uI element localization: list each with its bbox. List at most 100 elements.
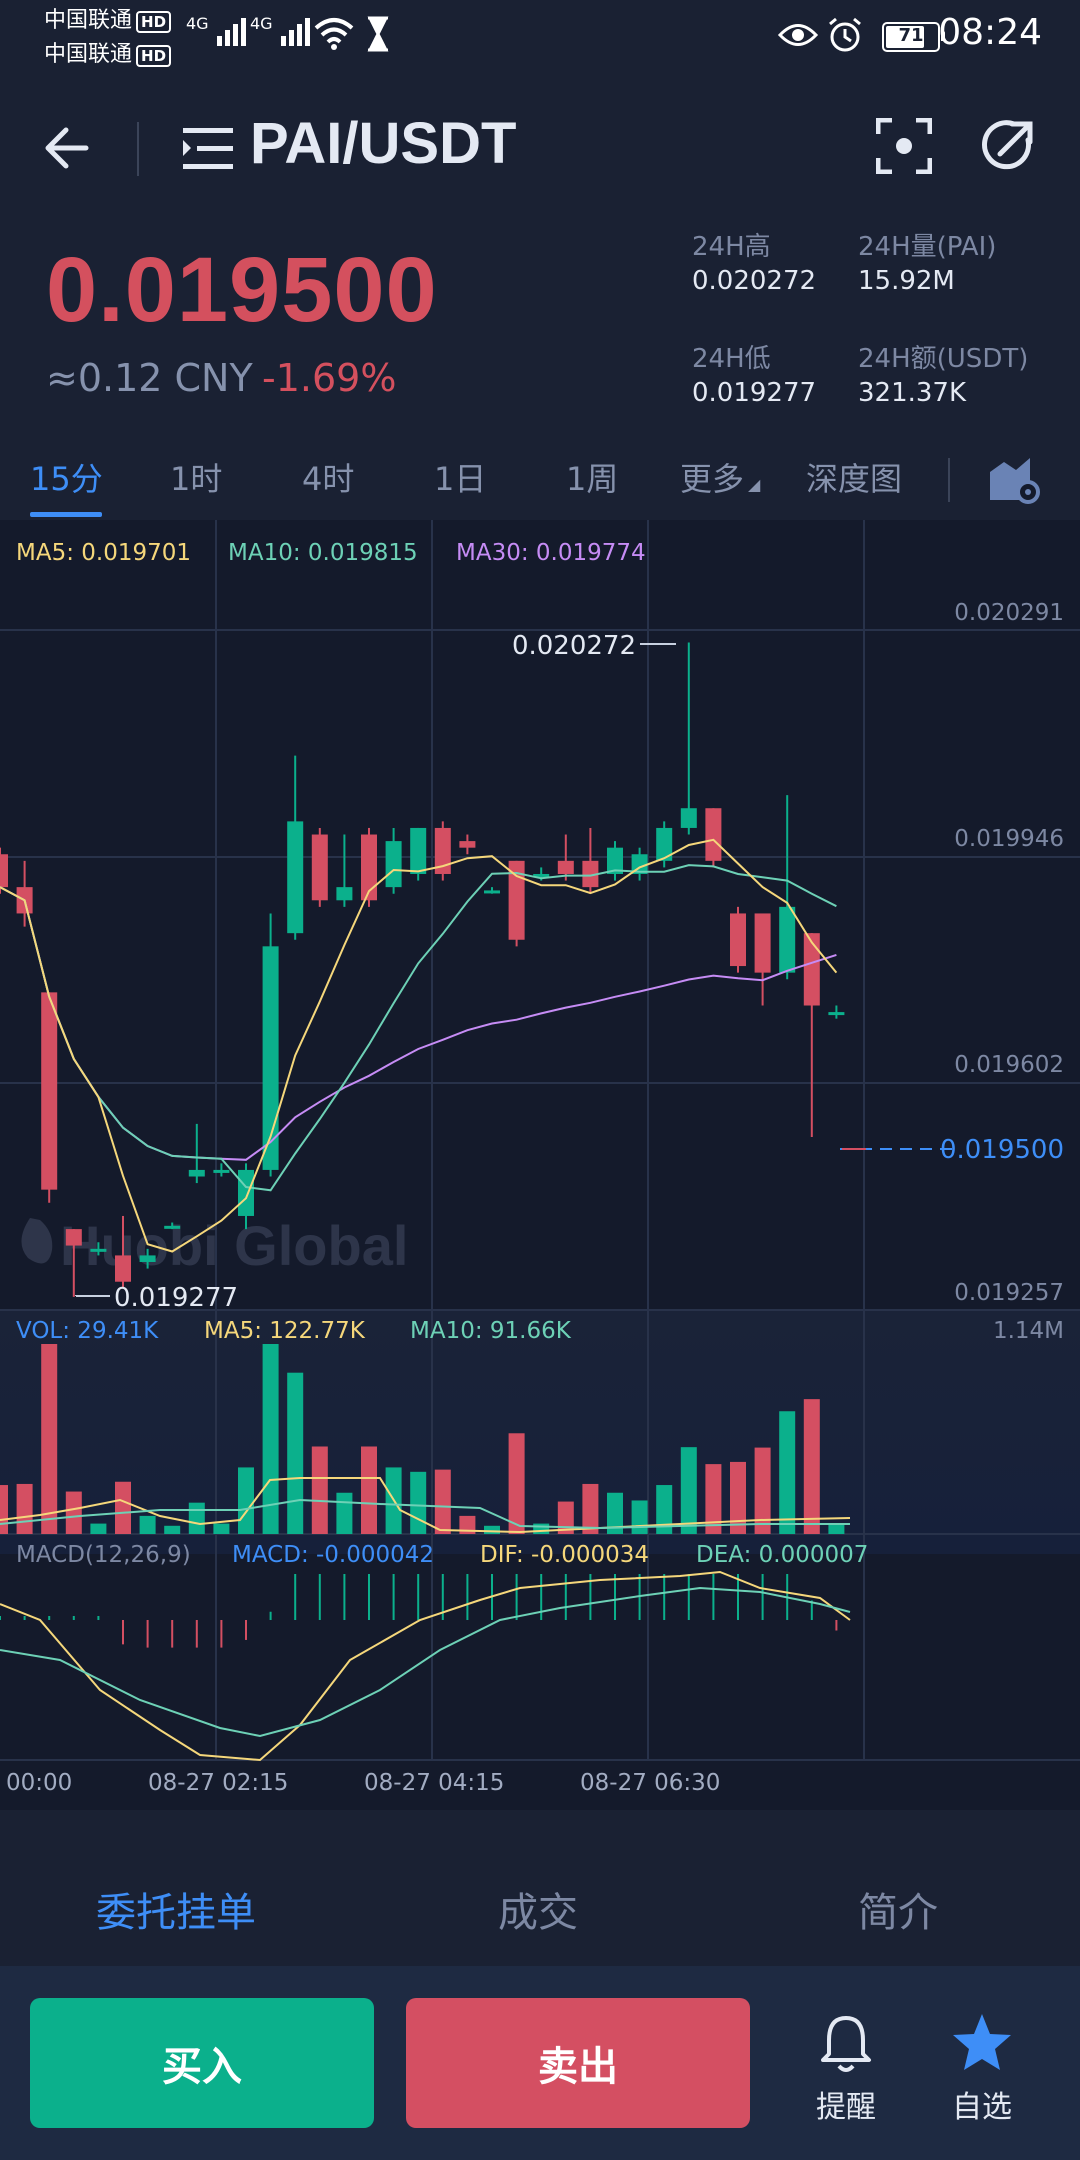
volume-bar (65, 1491, 82, 1534)
bell-icon (821, 2016, 871, 2072)
current-price-line: 0.019500 (840, 1135, 1064, 1165)
volume-bar (238, 1467, 254, 1534)
signal-2: 4G (250, 14, 313, 48)
candle-body (139, 1255, 156, 1262)
volume-bar (164, 1525, 181, 1534)
sell-button[interactable]: 卖出 (406, 1998, 750, 2128)
dea-line (0, 1586, 851, 1738)
volume-bar (336, 1492, 353, 1534)
tab-1d[interactable]: 1日 (434, 460, 487, 498)
volume-bar (779, 1411, 796, 1534)
ma10-line (0, 864, 837, 1192)
price-axis-label: 0.020291 (954, 600, 1064, 626)
tab-more[interactable]: 更多 ◢ (680, 460, 761, 498)
volume-bar (41, 1344, 58, 1534)
tab-intro[interactable]: 简介 (858, 1890, 938, 1936)
share-icon[interactable] (978, 116, 1038, 176)
tab-depth[interactable]: 深度图 (806, 460, 903, 498)
volume-bar (754, 1447, 771, 1534)
hd-badge: HD (136, 45, 172, 67)
candle-body (557, 860, 574, 874)
tab-1h[interactable]: 1时 (170, 460, 223, 498)
ma30-line (0, 886, 837, 1161)
candle-body (705, 808, 722, 861)
ma10-label: MA10: 0.019815 (228, 540, 418, 566)
volume-bar (705, 1464, 722, 1534)
candle-body (656, 827, 673, 861)
candle-body (582, 860, 599, 888)
volume-bar (213, 1523, 230, 1534)
time-axis-label: 08-27 06:30 (580, 1770, 720, 1796)
volume-bar (16, 1483, 33, 1534)
candle-body (533, 873, 550, 877)
wifi-icon (314, 18, 354, 50)
volume-bar (287, 1372, 304, 1534)
volume-bar (115, 1481, 131, 1534)
time-axis-label: 00:00 (6, 1770, 72, 1796)
header: PAI/USDT (0, 72, 1080, 222)
tab-4h[interactable]: 4时 (302, 460, 355, 498)
action-bar: 买入 卖出 提醒 自选 (0, 1966, 1080, 2160)
screenshot-scan-icon[interactable] (876, 118, 932, 174)
candle-body (779, 906, 796, 973)
candle-body (680, 808, 697, 828)
carrier-1: 中国联通 HD (44, 4, 172, 38)
signal-1: 4G (186, 14, 249, 48)
clock: 08:24 (938, 12, 1042, 53)
candle-body (459, 841, 476, 848)
candle-body (41, 992, 58, 1190)
eye-icon (778, 24, 818, 46)
candle-body (188, 1169, 205, 1177)
vol-ma5-label: MA5: 122.77K (204, 1318, 366, 1344)
candle-body (0, 854, 8, 888)
volume-bar (311, 1446, 328, 1534)
pair-title[interactable]: PAI/USDT (250, 111, 517, 176)
signal-icon (216, 18, 246, 46)
volume-bar (631, 1500, 648, 1534)
status-bar: 中国联通 HD 中国联通 HD 4G 4G 71 08:24 (0, 0, 1080, 72)
candle-body (361, 834, 377, 901)
candle-body (754, 913, 771, 973)
volume-bar (582, 1483, 599, 1534)
volume-bar (730, 1461, 746, 1534)
candle-body (238, 1169, 254, 1216)
high-marker: 0.020272 (512, 631, 676, 661)
candle-body (287, 821, 304, 934)
tab-1w[interactable]: 1周 (566, 460, 619, 498)
buy-button[interactable]: 买入 (30, 1998, 374, 2128)
tab-open-orders[interactable]: 委托挂单 (96, 1890, 256, 1936)
chart-settings-icon[interactable] (986, 450, 1042, 506)
current-price-label: 0.019500 (940, 1135, 1064, 1165)
candle-body (803, 933, 820, 1006)
candle-body (607, 847, 623, 874)
alert-button[interactable]: 提醒 (786, 2008, 906, 2126)
active-tab-indicator (30, 512, 102, 517)
volume-bar (361, 1446, 377, 1534)
pair-menu-icon[interactable] (183, 126, 235, 172)
volume-bar (656, 1485, 673, 1534)
macd-label: MACD: -0.000042 (232, 1542, 434, 1568)
candle-body (262, 946, 279, 1170)
kline-svg[interactable]: Huobi Global 0.020272 0.019277 0.019500 … (0, 520, 1080, 1810)
tab-15min[interactable]: 15分 (30, 460, 103, 498)
back-arrow-icon[interactable] (40, 118, 100, 178)
high-marker-text: 0.020272 (512, 631, 636, 661)
kline-chart[interactable]: Huobi Global 0.020272 0.019277 0.019500 … (0, 520, 1080, 1810)
volume-panel (0, 1310, 1080, 1554)
candle-body (828, 1012, 845, 1016)
favorite-button[interactable]: 自选 (922, 2008, 1042, 2126)
vol-ma10-line (0, 1498, 850, 1530)
candle-body (164, 1225, 181, 1229)
volume-bar (0, 1485, 8, 1534)
volume-bar (680, 1447, 697, 1534)
carrier-2: 中国联通 HD (44, 38, 172, 72)
caret-down-icon: ◢ (748, 475, 761, 494)
volume-bar (188, 1502, 205, 1534)
grid (0, 520, 1080, 1761)
ma5-line (0, 838, 838, 1253)
candle-body (65, 1229, 82, 1246)
volume-label: 24H量(PAI) (858, 232, 997, 262)
tab-trades[interactable]: 成交 (498, 1890, 578, 1936)
volume-bar (459, 1515, 476, 1534)
battery-level: 71 (898, 25, 924, 46)
